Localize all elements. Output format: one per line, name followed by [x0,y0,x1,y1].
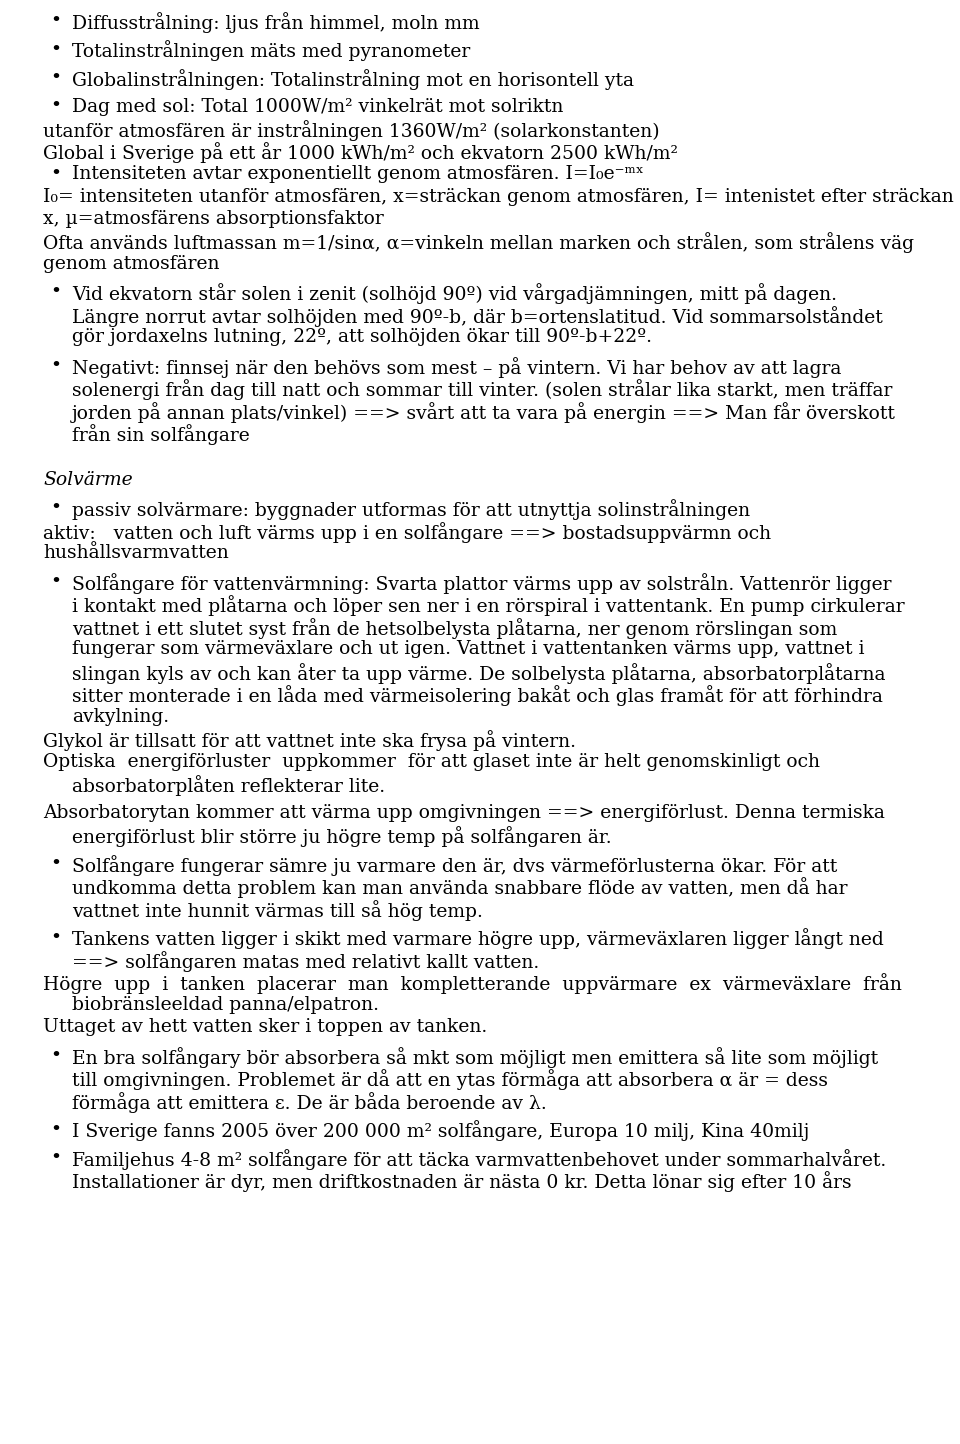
Text: •: • [50,1047,61,1066]
Text: avkylning.: avkylning. [72,708,169,726]
Text: I₀= intensiteten utanför atmosfären, x=sträckan genom atmosfären, I= intenistet : I₀= intensiteten utanför atmosfären, x=s… [43,188,953,205]
Text: jorden på annan plats/vinkel) ==> svårt att ta vara på energin ==> Man får övers: jorden på annan plats/vinkel) ==> svårt … [72,401,896,423]
Text: Intensiteten avtar exponentiellt genom atmosfären. I=I₀e⁻ᵐˣ: Intensiteten avtar exponentiellt genom a… [72,165,644,183]
Text: Solvärme: Solvärme [43,471,132,490]
Text: biobränsleeldad panna/elpatron.: biobränsleeldad panna/elpatron. [72,996,379,1014]
Text: undkomma detta problem kan man använda snabbare flöde av vatten, men då har: undkomma detta problem kan man använda s… [72,878,848,898]
Text: i kontakt med plåtarna och löper sen ner i en rörspiral i vattentank. En pump ci: i kontakt med plåtarna och löper sen ner… [72,595,904,617]
Text: vattnet i ett slutet syst från de hetsolbelysta plåtarna, ner genom rörslingan s: vattnet i ett slutet syst från de hetsol… [72,618,837,638]
Text: •: • [50,98,61,116]
Text: Solfångare fungerar sämre ju varmare den är, dvs värmeförlusterna ökar. För att: Solfångare fungerar sämre ju varmare den… [72,855,837,877]
Text: Global i Sverige på ett år 1000 kWh/m² och ekvatorn 2500 kWh/m²: Global i Sverige på ett år 1000 kWh/m² o… [43,143,678,163]
Text: sitter monterade i en låda med värmeisolering bakåt och glas framåt för att förh: sitter monterade i en låda med värmeisol… [72,686,883,706]
Text: Uttaget av hett vatten sker i toppen av tanken.: Uttaget av hett vatten sker i toppen av … [43,1018,488,1037]
Text: •: • [50,12,61,30]
Text: genom atmosfären: genom atmosfären [43,256,220,273]
Text: hushållsvarmvatten: hushållsvarmvatten [43,544,228,563]
Text: absorbatorplåten reflekterar lite.: absorbatorplåten reflekterar lite. [72,775,385,797]
Text: •: • [50,573,61,591]
Text: till omgivningen. Problemet är då att en ytas förmåga att absorbera α är = dess: till omgivningen. Problemet är då att en… [72,1070,828,1090]
Text: Negativt: finnsej när den behövs som mest – på vintern. Vi har behov av att lagr: Negativt: finnsej när den behövs som mes… [72,357,841,378]
Text: •: • [50,1121,61,1138]
Text: Glykol är tillsatt för att vattnet inte ska frysa på vintern.: Glykol är tillsatt för att vattnet inte … [43,731,576,751]
Text: x, µ=atmosfärens absorptionsfaktor: x, µ=atmosfärens absorptionsfaktor [43,209,384,228]
Text: Solfångare för vattenvärmning: Svarta plattor värms upp av solstråln. Vattenrör : Solfångare för vattenvärmning: Svarta pl… [72,573,892,593]
Text: passiv solvärmare: byggnader utformas för att utnyttja solinstrålningen: passiv solvärmare: byggnader utformas fö… [72,500,750,520]
Text: förmåga att emittera ε. De är båda beroende av λ.: förmåga att emittera ε. De är båda beroe… [72,1092,547,1113]
Text: •: • [50,40,61,59]
Text: Längre norrut avtar solhöjden med 90º-b, där b=ortenslatitud. Vid sommarsolstånd: Längre norrut avtar solhöjden med 90º-b,… [72,306,883,326]
Text: En bra solfångary bör absorbera så mkt som möjligt men emittera så lite som möjl: En bra solfångary bör absorbera så mkt s… [72,1047,878,1069]
Text: •: • [50,283,61,302]
Text: Ofta används luftmassan m=1/sinα, α=vinkeln mellan marken och strålen, som strål: Ofta används luftmassan m=1/sinα, α=vink… [43,232,914,254]
Text: Diffusstrålning: ljus från himmel, moln mm: Diffusstrålning: ljus från himmel, moln … [72,12,480,33]
Text: •: • [50,855,61,874]
Text: ==> solfångaren matas med relativt kallt vatten.: ==> solfångaren matas med relativt kallt… [72,952,540,972]
Text: Högre  upp  i  tanken  placerar  man  kompletterande  uppvärmare  ex  värmeväxla: Högre upp i tanken placerar man komplett… [43,973,901,995]
Text: Absorbatorytan kommer att värma upp omgivningen ==> energiförlust. Denna termisk: Absorbatorytan kommer att värma upp omgi… [43,804,885,822]
Text: •: • [50,165,61,183]
Text: Installationer är dyr, men driftkostnaden är nästa 0 kr. Detta lönar sig efter 1: Installationer är dyr, men driftkostnade… [72,1171,852,1193]
Text: Tankens vatten ligger i skikt med varmare högre upp, värmeväxlaren ligger långt : Tankens vatten ligger i skikt med varmar… [72,928,884,950]
Text: Totalinstrålningen mäts med pyranometer: Totalinstrålningen mäts med pyranometer [72,40,470,62]
Text: •: • [50,357,61,375]
Text: •: • [50,928,61,946]
Text: Dag med sol: Total 1000W/m² vinkelrät mot solriktn: Dag med sol: Total 1000W/m² vinkelrät mo… [72,98,564,116]
Text: energiförlust blir större ju högre temp på solfångaren är.: energiförlust blir större ju högre temp … [72,826,612,848]
Text: slingan kyls av och kan åter ta upp värme. De solbelysta plåtarna, absorbatorplå: slingan kyls av och kan åter ta upp värm… [72,663,885,684]
Text: fungerar som värmeväxlare och ut igen. Vattnet i vattentanken värms upp, vattnet: fungerar som värmeväxlare och ut igen. V… [72,641,865,658]
Text: gör jordaxelns lutning, 22º, att solhöjden ökar till 90º-b+22º.: gör jordaxelns lutning, 22º, att solhöjd… [72,328,652,347]
Text: aktiv:   vatten och luft värms upp i en solfångare ==> bostadsuppvärmn och: aktiv: vatten och luft värms upp i en so… [43,521,771,543]
Text: solenergi från dag till natt och sommar till vinter. (solen strålar lika starkt,: solenergi från dag till natt och sommar … [72,380,893,400]
Text: •: • [50,500,61,517]
Text: vattnet inte hunnit värmas till så hög temp.: vattnet inte hunnit värmas till så hög t… [72,900,483,921]
Text: Vid ekvatorn står solen i zenit (solhöjd 90º) vid vårgadjämningen, mitt på dagen: Vid ekvatorn står solen i zenit (solhöjd… [72,283,837,305]
Text: utanför atmosfären är instrålningen 1360W/m² (solarkonstanten): utanför atmosfären är instrålningen 1360… [43,120,660,142]
Text: •: • [50,69,61,87]
Text: •: • [50,1149,61,1167]
Text: Globalinstrålningen: Totalinstrålning mot en horisontell yta: Globalinstrålningen: Totalinstrålning mo… [72,69,634,90]
Text: Familjehus 4-8 m² solfångare för att täcka varmvattenbehovet under sommarhalvåre: Familjehus 4-8 m² solfångare för att täc… [72,1149,886,1170]
Text: från sin solfångare: från sin solfångare [72,425,250,445]
Text: I Sverige fanns 2005 över 200 000 m² solfångare, Europa 10 milj, Kina 40milj: I Sverige fanns 2005 över 200 000 m² sol… [72,1121,809,1141]
Text: Optiska  energiförluster  uppkommer  för att glaset inte är helt genomskinligt o: Optiska energiförluster uppkommer för at… [43,752,820,771]
